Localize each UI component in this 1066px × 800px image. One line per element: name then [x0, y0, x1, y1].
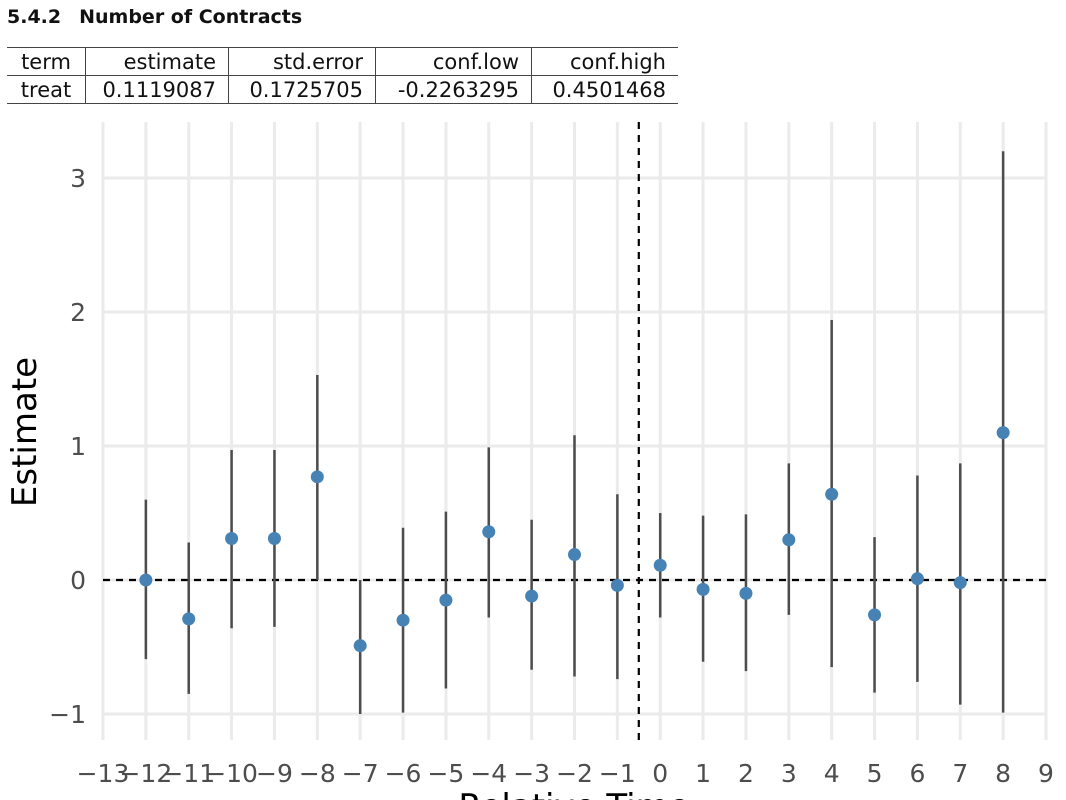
- cell: -0.2263295: [375, 75, 532, 104]
- point: [996, 426, 1010, 440]
- column-header: estimate: [85, 47, 229, 76]
- x-tick-label: 7: [952, 759, 968, 788]
- x-tick-label: 8: [995, 759, 1011, 788]
- x-tick-label: 1: [695, 759, 711, 788]
- x-tick-label: −9: [256, 759, 293, 788]
- point: [482, 525, 496, 539]
- section-number: 5.4.2: [7, 6, 62, 28]
- point: [225, 531, 239, 545]
- section-heading: 5.4.2 Number of Contracts: [7, 6, 320, 28]
- point: [868, 608, 882, 622]
- column-header: std.error: [228, 47, 376, 76]
- cell: 0.4501468: [531, 75, 678, 104]
- cell: 0.1725705: [228, 75, 376, 104]
- x-tick-label: −7: [342, 759, 379, 788]
- point: [653, 558, 667, 572]
- x-tick-label: 3: [781, 759, 797, 788]
- cell: 0.1119087: [85, 75, 229, 104]
- x-tick-label: 4: [824, 759, 840, 788]
- point: [610, 578, 624, 592]
- y-tick-label: −1: [49, 700, 86, 729]
- y-tick-label: 2: [70, 298, 86, 327]
- point: [267, 531, 281, 545]
- x-tick-label: −6: [385, 759, 422, 788]
- x-tick-label: −2: [556, 759, 593, 788]
- point: [696, 582, 710, 596]
- x-tick-label: −11: [162, 759, 215, 788]
- y-axis-title: Estimate: [5, 357, 45, 507]
- x-tick-label: 2: [738, 759, 754, 788]
- x-tick-label: −10: [205, 759, 258, 788]
- x-tick-label: 9: [1038, 759, 1054, 788]
- point: [439, 593, 453, 607]
- y-tick-label: 1: [70, 432, 86, 461]
- row: treat 0.1119087 0.1725705 -0.2263295 0.4…: [7, 75, 678, 104]
- x-tick-label: −13: [77, 759, 130, 788]
- point: [310, 470, 324, 484]
- section-title: Number of Contracts: [79, 6, 303, 28]
- x-tick-label: −1: [599, 759, 636, 788]
- column-header: conf.high: [531, 47, 678, 76]
- x-tick-label: −8: [299, 759, 336, 788]
- point: [353, 639, 367, 653]
- point: [910, 572, 924, 586]
- x-tick-label: −3: [513, 759, 550, 788]
- point: [568, 548, 581, 562]
- x-tick-label: −12: [119, 759, 172, 788]
- point: [139, 573, 153, 587]
- x-tick-label: −4: [470, 759, 507, 788]
- x-tick-label: 6: [909, 759, 925, 788]
- results-table: term estimate std.error conf.low conf.hi…: [7, 47, 678, 104]
- column-header: conf.low: [375, 47, 532, 76]
- column-header: term: [21, 49, 71, 74]
- point: [782, 533, 796, 547]
- x-tick-label: −5: [427, 759, 464, 788]
- x-axis-title: Relative Time: [458, 787, 689, 800]
- y-tick-label: 0: [70, 566, 86, 595]
- header-row: term estimate std.error conf.low conf.hi…: [7, 47, 678, 76]
- x-tick-label: 0: [652, 759, 668, 788]
- point: [182, 612, 196, 626]
- point: [953, 576, 967, 590]
- y-tick-label: 3: [70, 164, 86, 193]
- point: [739, 586, 753, 600]
- point: [825, 487, 839, 501]
- cell: treat: [20, 77, 72, 102]
- point: [396, 613, 410, 627]
- point: [525, 589, 539, 603]
- x-tick-label: 5: [867, 759, 883, 788]
